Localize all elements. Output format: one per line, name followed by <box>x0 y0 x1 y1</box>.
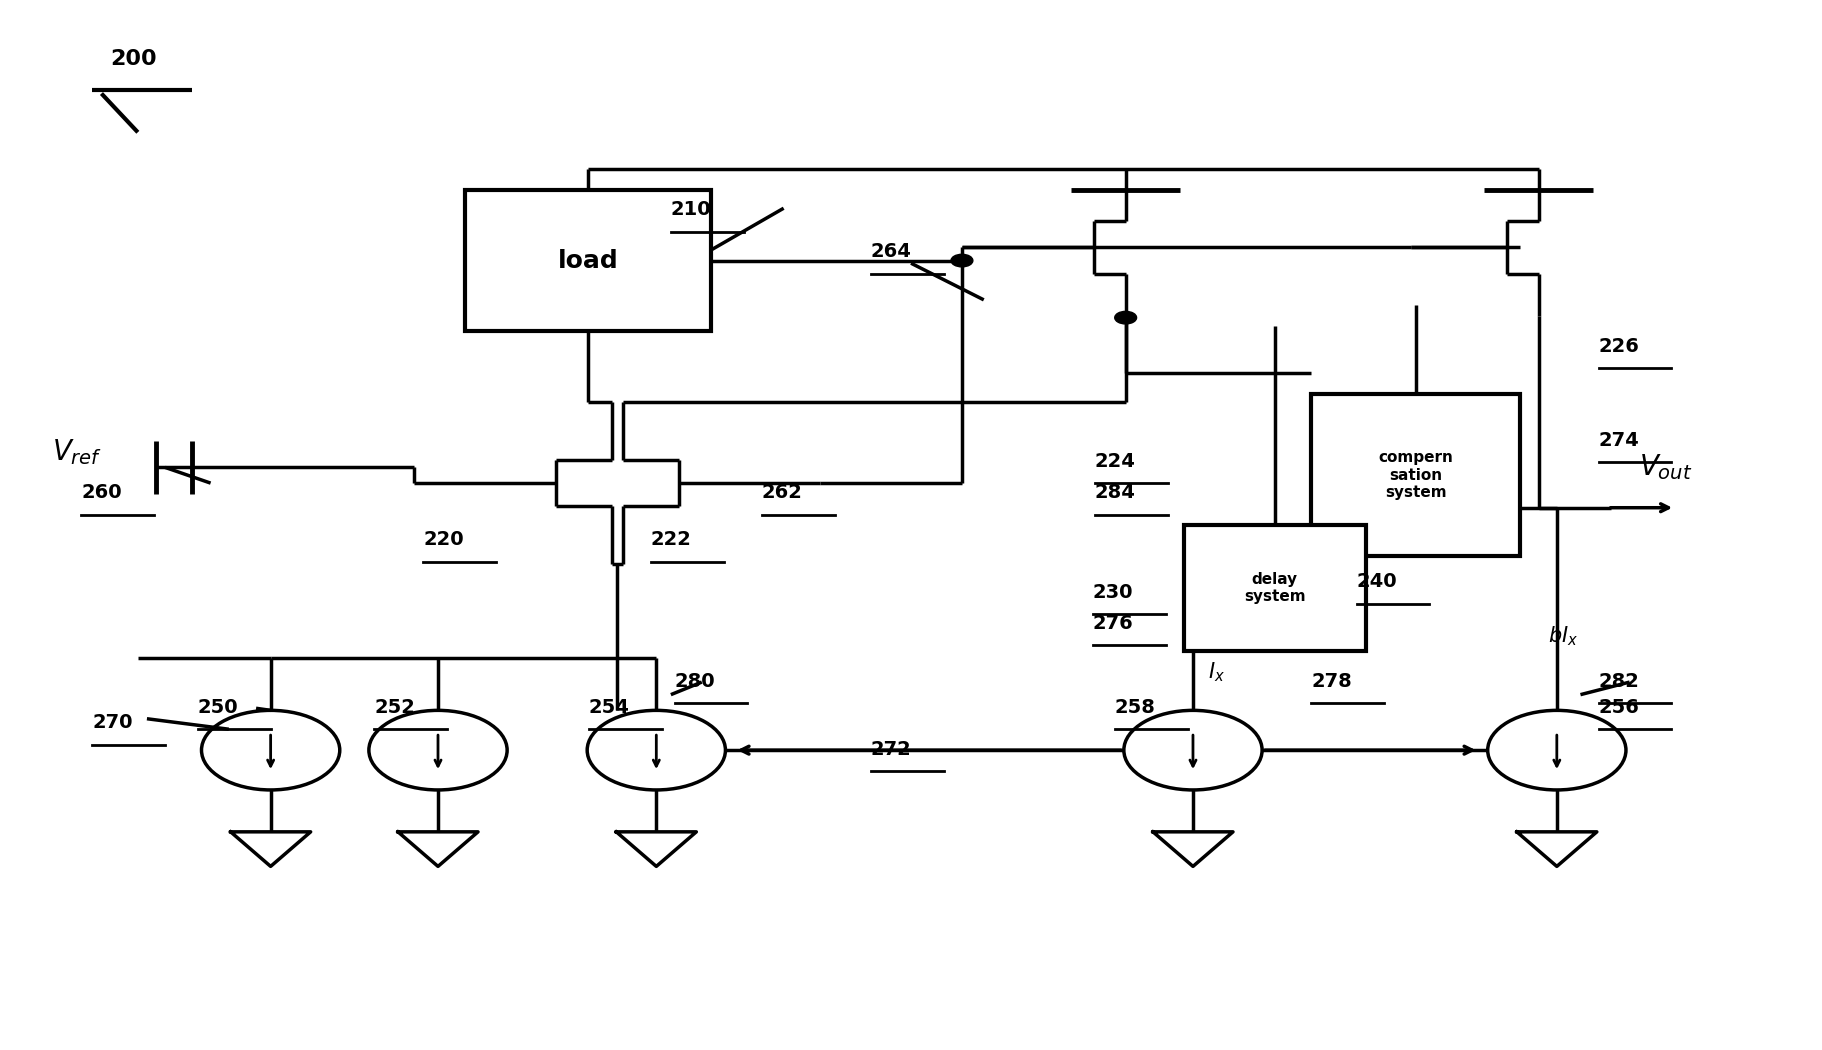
Text: 262: 262 <box>762 483 804 502</box>
Text: 252: 252 <box>374 698 415 717</box>
Text: 222: 222 <box>650 530 692 549</box>
Text: 226: 226 <box>1598 336 1640 356</box>
Text: 210: 210 <box>670 201 711 219</box>
Bar <box>465 190 711 331</box>
Text: 200: 200 <box>111 49 157 69</box>
Text: $V_{out}$: $V_{out}$ <box>1638 453 1693 482</box>
Text: 278: 278 <box>1312 672 1352 691</box>
Text: 280: 280 <box>674 672 714 691</box>
Circle shape <box>1115 312 1137 324</box>
Bar <box>1312 394 1520 556</box>
Bar <box>1184 525 1366 651</box>
Text: $V_{ref}$: $V_{ref}$ <box>53 437 102 466</box>
Circle shape <box>951 254 973 267</box>
Text: 240: 240 <box>1357 572 1397 591</box>
Text: delay
system: delay system <box>1244 571 1306 604</box>
Text: 258: 258 <box>1115 698 1155 717</box>
Text: 272: 272 <box>871 739 911 759</box>
Text: 282: 282 <box>1598 672 1640 691</box>
Text: 264: 264 <box>871 243 911 261</box>
Text: 274: 274 <box>1598 430 1640 449</box>
Text: $bI_x$: $bI_x$ <box>1547 624 1578 648</box>
Text: 220: 220 <box>423 530 465 549</box>
Text: 256: 256 <box>1598 698 1640 717</box>
Text: compern
sation
system: compern sation system <box>1379 450 1454 500</box>
Text: 270: 270 <box>93 714 133 733</box>
Text: 284: 284 <box>1095 483 1135 502</box>
Text: load: load <box>558 249 618 273</box>
Text: 230: 230 <box>1093 583 1133 602</box>
Text: 276: 276 <box>1093 614 1133 633</box>
Text: 224: 224 <box>1095 452 1135 470</box>
Text: $I_x$: $I_x$ <box>1208 660 1224 685</box>
Text: 254: 254 <box>589 698 630 717</box>
Text: 250: 250 <box>199 698 239 717</box>
Text: 260: 260 <box>82 483 122 502</box>
